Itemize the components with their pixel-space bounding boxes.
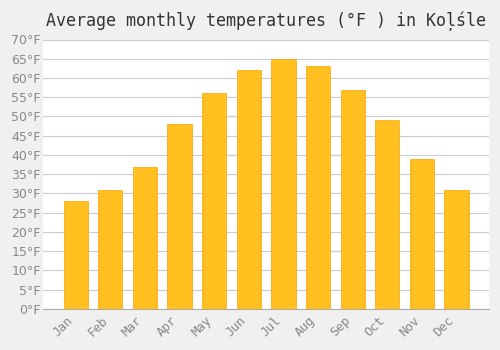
Bar bbox=[64, 201, 88, 309]
Bar bbox=[236, 70, 261, 309]
Bar bbox=[168, 124, 192, 309]
Bar bbox=[306, 66, 330, 309]
Title: Average monthly temperatures (°F ) in Koļśle: Average monthly temperatures (°F ) in Ko… bbox=[46, 11, 486, 30]
Bar bbox=[202, 93, 226, 309]
Bar bbox=[410, 159, 434, 309]
Bar bbox=[375, 120, 400, 309]
Bar bbox=[444, 190, 468, 309]
Bar bbox=[272, 59, 295, 309]
Bar bbox=[340, 90, 365, 309]
Bar bbox=[133, 167, 157, 309]
Bar bbox=[98, 190, 122, 309]
